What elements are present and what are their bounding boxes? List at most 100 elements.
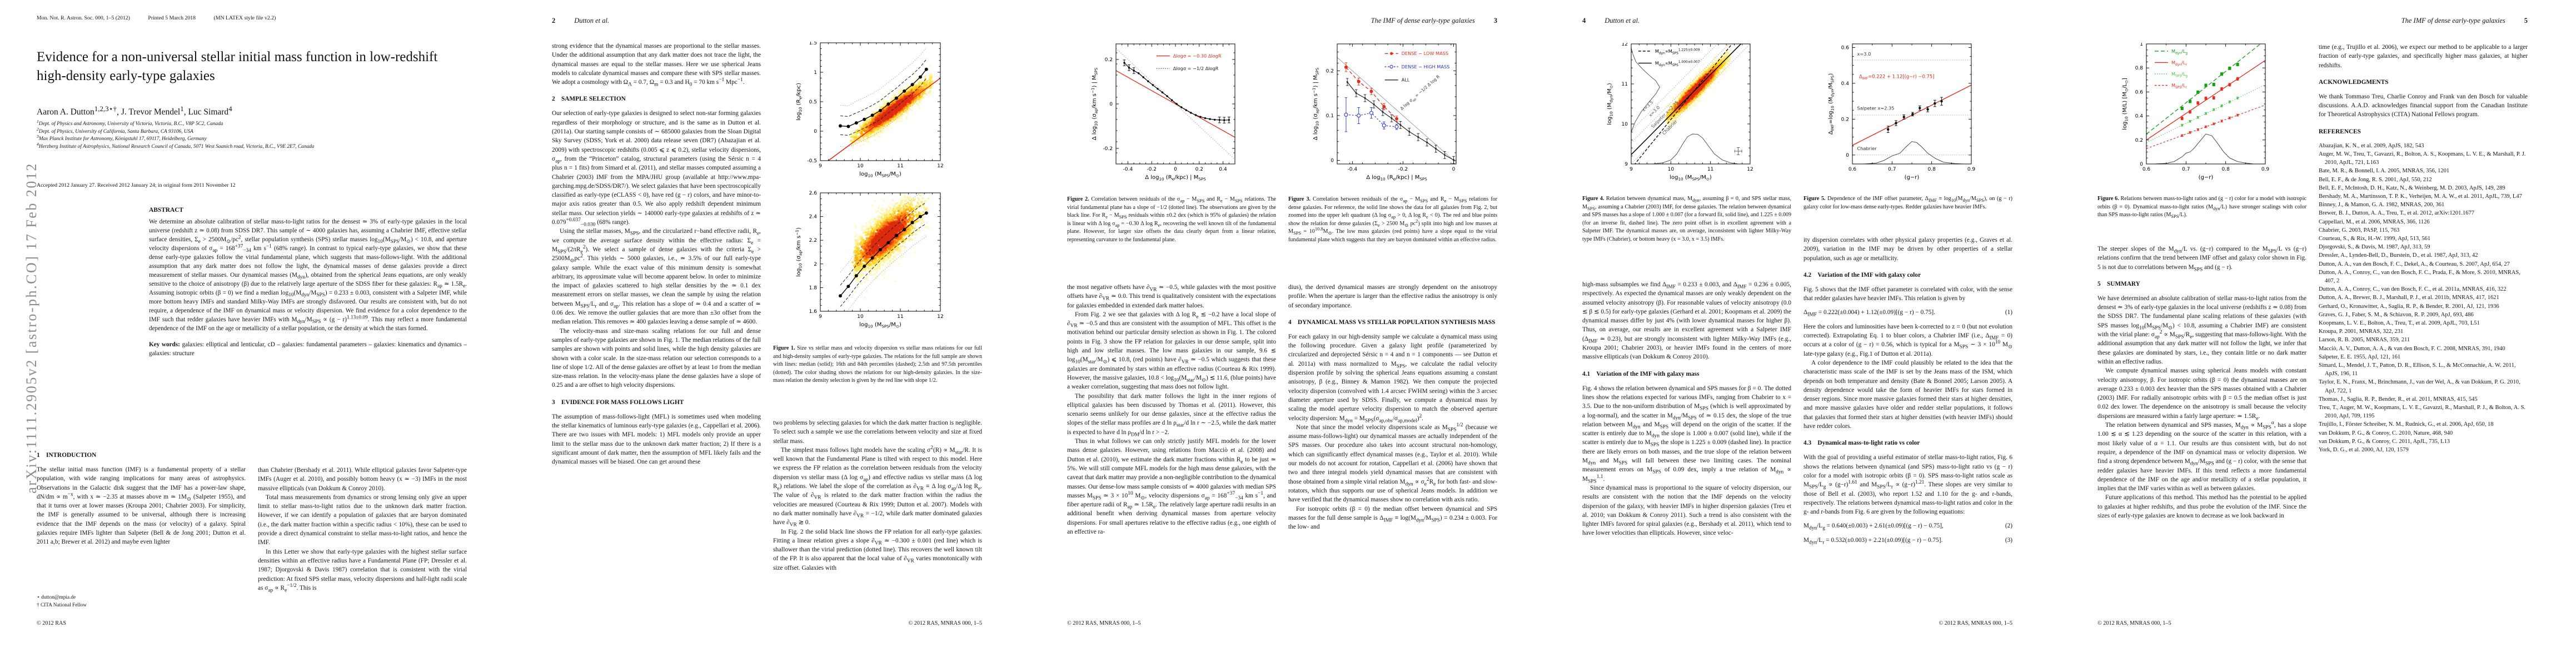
affiliation: 2Dept. of Physics, University of Califor… [37,126,193,135]
figure-6-mass-to-light-vs-color: 0.6 0.7 0.8 0.900.20.40.60.81(g−r)log10 (M/… [2122,43,2269,181]
page3-left-column: -0.4 -0.2 0 0.2 0.4 -0.2 0 0.2 Δ log10 (Re/kpc) … [1067,43,1276,614]
printed-date: Printed 5 March 2018 [148,15,196,21]
affiliation: 4Herzberg Institute of Astrophysics, Nat… [37,141,315,150]
page3-footer: © 2012 RAS, MNRAS 000, 1–5 [1067,620,1141,626]
equation-number: (2) [2005,522,2012,530]
reference-item: van Dokkum, P. G., & Conroy, C. 2010, Na… [2319,430,2453,436]
reference-item: Brewer, B. J., Dutton, A. A., Treu, T., … [2319,210,2475,217]
page-number: 3 [1493,17,1497,24]
paragraph: For isotropic orbits (β = 0) the median … [1288,505,1497,531]
figure-caption: Figure 5. Dependence of the IMF offset p… [1803,196,2012,210]
paragraph: Thus in what follows we can only strictl… [1067,438,1276,536]
abstract-text: We determine an absolute calibration of … [149,218,467,332]
equation: Mdyn/Lr = 0.532(±0.003) + 2.21(±0.09)[(g… [1803,536,2012,545]
paragraph: Fig. 4 shows the relation between dynami… [1582,385,1791,484]
equation: ΔIMF = 0.222(±0.004) + 1.12(±0.09)[(g − … [1803,308,2012,317]
journal-line: Mon. Not. R. Astron. Soc. 000, 1–5 (2012… [37,15,292,21]
running-head: The IMF of dense early-type galaxies 5 [2097,17,2528,25]
page1-right-column: than Chabrier (Bershady et al. 2011). Wh… [258,466,467,614]
page1-footer: © 2012 RAS [37,620,67,626]
reference-item: Auger, M. W., Treu, T., Gavazzi, R., Bol… [2319,151,2526,166]
paragraph: A color dependence to the IMF could plau… [1803,359,2012,430]
section-heading: 4.2 Variation of the IMF with galaxy col… [1803,271,1921,278]
paragraph: The steeper slopes of the Mdyn/L vs. (g−… [2097,246,2306,272]
paragraph: For each galaxy in our high-density samp… [1288,333,1497,424]
paragraph: The assumption of mass-follows-light (MF… [552,413,761,466]
figure: 0.6 0.7 0.8 0.9 0 0.2 0.4 0.6 (g−r) ΔIMF=log10 (M… [1803,43,2012,182]
keywords: Key words: galaxies: elliptical and lent… [149,340,467,358]
svg-text:11: 11 [897,163,903,169]
running-title: The IMF of dense early-type galaxies [2401,17,2505,24]
paragraph: the most negative offsets have ∂VR ≃ −0.… [1067,284,1276,309]
figure-3-fp-residuals-dense: -0.4 -0.2 000.10.2Δ log10 (Re/kpc) | MSPSΔ… [1312,43,1457,182]
equation-body: ΔIMF = 0.222(±0.004) + 1.12(±0.09)[(g − … [1803,309,1935,318]
page-5: The IMF of dense early-type galaxies 5 0.… [2061,0,2576,667]
svg-text:1: 1 [814,70,817,76]
paragraph: From Fig. 2 we see that galaxies with Δ … [1067,311,1276,391]
page2-right-column: 9 10 11 12 -0.5 0 0.5 1 1.5 log10 (MSPS/M⊙) log10 … [773,42,982,614]
page4-right-column: 0.6 0.7 0.8 0.9 0 0.2 0.4 0.6 (g−r) ΔIMF=log10 (M… [1803,43,2012,614]
figure-caption: Figure 1. Size vs stellar mass and veloc… [773,345,982,384]
page1-left-column: 1 INTRODUCTION The stellar initial mass f… [37,451,246,614]
section-heading: ACKNOWLEDGMENTS [2319,78,2389,86]
paragraph: In Fig. 2 the solid black line shows the… [773,528,982,571]
figure-5-imf-offset-vs-color: 0.6 0.7 0.8 0.900.20.40.6(g−r)ΔIMF=log10 (M… [1828,43,1975,181]
figure: 9 10 11 12 -0.5 0 0.5 1 1.5 log10 (MSPS/M⊙) log10 … [773,42,982,331]
paragraph: Since dynamical mass is proportional to … [1582,484,1791,537]
paper-title: Evidence for a non-universal stellar ini… [37,49,438,83]
equation: Mdyn/Lg = 0.640(±0.003) + 2.61(±0.09)[(g… [1803,521,2012,531]
paragraph: Here the colors and luminosities have be… [1803,323,2012,357]
section-heading: 5 SUMMARY [2097,280,2140,287]
running-title: Dutton et al. [574,17,610,24]
figure: -0.4 -0.2 0 0.2 0.4 -0.2 0 0.2 Δ log10 (Re/kpc) … [1067,43,1276,182]
reference-item: Trujillo, I., Förster Schreiber, N. M., … [2319,421,2494,428]
reference-item: Cappellari, M., et al. 2006, MNRAS, 366,… [2319,218,2430,225]
reference-item: Taylor, E. N., Franx, M., Brinchmann, J.… [2319,379,2520,394]
abstract-heading: ABSTRACT [149,207,184,213]
page4-left-column: 9 10 11 12 9 10 11 12 log10 (MSPS/M⊙) log10 (Mdyn… [1582,43,1791,614]
paragraph: Our selection of early-type galaxies is … [552,110,761,228]
svg-text:10: 10 [857,163,864,169]
reference-item: Dutton, A. A., Brewer, B. J., Marshall, … [2319,295,2499,301]
page2-footer: © 2012 RAS, MNRAS 000, 1–5 [908,620,982,626]
reference-item: Thomas, J., Saglia, R. P., Bender, R., e… [2319,396,2478,402]
equation-number: (3) [2005,536,2012,544]
paragraph: than Chabrier (Bershady et al. 2011). Wh… [258,467,467,492]
paragraph: high-mass subsamples we find ΔIMF = 0.23… [1582,281,1791,361]
reference-item: Treu, T., Auger, M. W., Koopmans, L. V. … [2319,405,2526,420]
page3-right-column: -0.4 -0.2 0 0 0.1 0.2 Δ log10 (Re/kpc) | MSPS Δ… [1288,43,1497,614]
section-heading: REFERENCES [2319,128,2361,135]
running-title: Dutton et al. [1605,17,1640,24]
figure-caption: Figure 2. Correlation between residuals … [1067,196,1276,243]
reference-item: Bershady, M. A., Martinsson, T. P. K., V… [2319,193,2522,200]
page-2: 2 Dutton et al. strong evidence that the … [515,0,1030,667]
paragraph: We have determined an absolute calibrati… [2097,295,2306,365]
footnotes: ⋆ dutton@mpia.de † CITA National Fellow [37,594,87,609]
section-heading: 4.1 Variation of the IMF with galaxy mas… [1582,370,1700,377]
paragraph: The velocity-mass and size-mass scaling … [552,327,761,389]
figure: 0.6 0.7 0.8 0.9 0 0.2 0.4 0.6 0.8 1 (g−r) log10 (M/… [2097,43,2306,182]
reference-item: Bell, E. F., McIntosh, D. H., Katz, N., … [2319,185,2505,191]
paragraph: time (e.g., Trujillo et al. 2006), we ex… [2319,44,2528,69]
figure-caption: Figure 4. Relation between dynamical mas… [1582,196,1791,242]
reference-item: Graves, G. J., Faber, S. M., & Schiavon,… [2319,311,2474,318]
equation-body: Mdyn/Lg = 0.640(±0.003) + 2.61(±0.09)[(g… [1803,522,1944,531]
footnote-email: ⋆ dutton@mpia.de [37,595,76,600]
figure: -0.4 -0.2 0 0 0.1 0.2 Δ log10 (Re/kpc) | MSPS Δ… [1288,43,1497,182]
svg-text:log10 (MSPS/M⊙): log10 (MSPS/M⊙) [859,171,901,178]
svg-text:9: 9 [819,163,822,169]
paragraph: Total mass measurements from dynamics or… [258,494,467,546]
paragraph: With the goal of providing a useful esti… [1803,454,2012,516]
reference-item: Binney, J., & Mamon, G. A. 1982, MNRAS, … [2319,202,2445,208]
figure: 9 10 11 12 9 10 11 12 log10 (MSPS/M⊙) log10 (Mdyn… [1582,43,1791,182]
page-1: arXiv:1111.2905v2 [astro-ph.CO] 17 Feb 2… [0,0,515,667]
journal-ref: Mon. Not. R. Astron. Soc. 000, 1–5 (2012… [37,15,130,21]
paragraph: The stellar initial mass function (IMF) … [37,466,246,546]
abstract-block: ABSTRACT We determine an absolute calibr… [149,207,467,358]
reference-item: Bate, M. R., & Bonnell, I. A. 2005, MNRA… [2319,168,2450,175]
author-line: Aaron A. Dutton1,2,3⋆†, J. Trevor Mendel… [37,104,232,117]
paragraph: The simplest mass follows light models h… [773,445,982,528]
reference-item: Dutton, A. A., Conroy, C., van den Bosch… [2319,286,2507,293]
